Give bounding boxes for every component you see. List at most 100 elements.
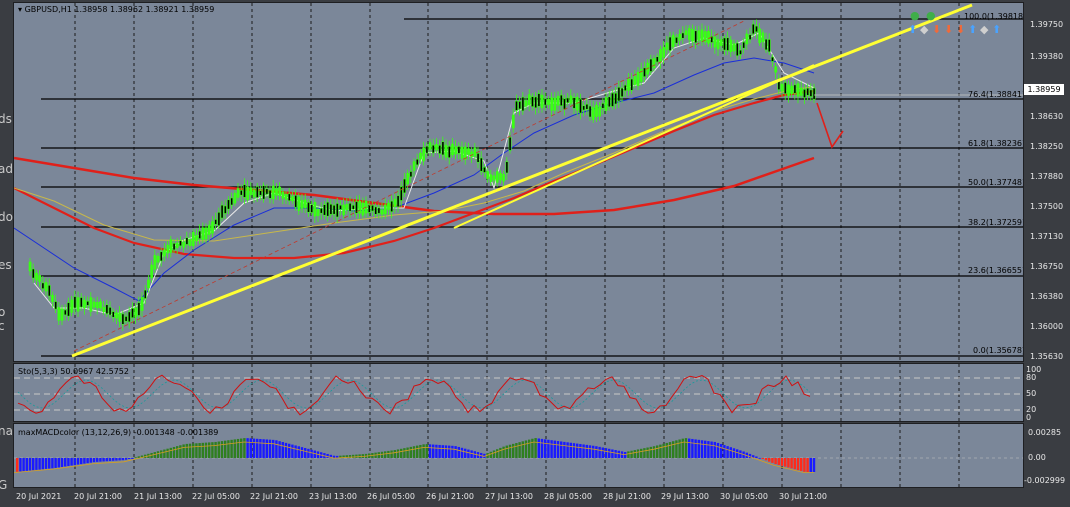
macd-bar — [649, 446, 652, 458]
macd-bar — [118, 458, 121, 461]
bear-candle — [214, 219, 218, 225]
ma-yellow-line — [14, 86, 815, 242]
macd-bar — [540, 438, 544, 458]
bear-candle — [479, 157, 483, 172]
trendline-upper — [453, 64, 815, 229]
bear-candle — [287, 193, 291, 201]
macd-bar — [441, 445, 444, 458]
bull-candle — [115, 312, 118, 319]
macd-bar — [83, 458, 86, 464]
bear-candle — [217, 212, 221, 226]
bull-candle — [451, 143, 454, 156]
bear-candle — [294, 195, 298, 208]
macd-bar — [720, 444, 723, 458]
bull-candle — [790, 85, 794, 95]
bear-candle — [105, 304, 109, 314]
macd-bar — [377, 452, 380, 458]
bear-candle — [537, 93, 541, 107]
macd-bar — [217, 441, 220, 458]
bear-candle — [751, 23, 755, 35]
price-chart-canvas[interactable] — [14, 3, 1024, 362]
bull-candle — [671, 34, 675, 48]
macd-bar — [387, 450, 390, 458]
bear-candle — [441, 141, 445, 156]
bull-candle — [102, 307, 106, 312]
macd-bar — [528, 439, 531, 458]
stochastic-pane[interactable]: Sto(5,3,3) 50.0967 42.5752 — [13, 363, 1024, 422]
macd-bar — [611, 449, 614, 458]
macd-pane[interactable]: maxMACDcolor (13,12,26,9) -0.001348 -0.0… — [13, 423, 1024, 488]
price-axis[interactable]: 1.39750 1.39380 1.38630 1.38250 1.37880 … — [1024, 0, 1070, 507]
macd-bar — [544, 439, 547, 458]
bull-candle — [175, 242, 179, 248]
macd-bar — [304, 448, 307, 458]
macd-bar — [521, 441, 524, 458]
macd-bar — [435, 444, 438, 458]
macd-bar — [342, 455, 345, 458]
macd-bar — [547, 439, 550, 458]
macd-bar — [188, 443, 192, 458]
left-strip-letter: ad — [0, 162, 13, 176]
macd-bar — [732, 448, 736, 458]
bear-candle — [739, 49, 742, 55]
macd-bar — [630, 450, 633, 458]
bear-candle — [108, 307, 112, 316]
bull-candle — [547, 98, 550, 105]
macd-bar — [358, 454, 361, 458]
bull-candle — [652, 58, 656, 69]
sto-tick: 0 — [1026, 413, 1032, 422]
bull-candle — [361, 202, 365, 216]
macd-bar — [444, 445, 448, 458]
bear-candle — [79, 297, 83, 308]
macd-bar — [108, 458, 112, 462]
macd-bar — [380, 451, 384, 458]
bear-candle — [742, 41, 746, 49]
bull-candle — [182, 241, 186, 248]
price-chart-pane[interactable]: ▾ GBPUSD,H1 1.38958 1.38962 1.38921 1.38… — [13, 2, 1024, 362]
macd-bar — [496, 449, 499, 458]
macd-bar — [297, 446, 300, 458]
bear-candle — [403, 178, 406, 194]
macd-bar — [665, 442, 668, 458]
bear-candle — [559, 94, 563, 106]
bull-candle — [627, 78, 630, 91]
macd-bar — [553, 440, 556, 458]
bear-candle — [675, 37, 678, 44]
channel-dashed-line — [73, 20, 745, 352]
macd-bar — [86, 458, 89, 464]
bull-candle — [527, 94, 531, 106]
macd-bar — [265, 439, 268, 458]
macd-bar — [262, 439, 265, 458]
bull-candle — [499, 172, 502, 181]
macd-bar — [713, 441, 716, 458]
bull-candle — [636, 71, 640, 86]
macd-canvas[interactable] — [14, 424, 1024, 488]
bear-candle — [339, 204, 342, 210]
bull-candle — [687, 28, 691, 40]
macd-bar — [105, 458, 108, 462]
bull-candle — [281, 191, 285, 199]
macd-bar — [227, 440, 230, 458]
macd-bar — [422, 444, 425, 458]
bull-candle — [236, 188, 240, 198]
bull-candle — [553, 97, 557, 111]
bear-candle — [259, 190, 262, 196]
macd-bar — [659, 444, 662, 458]
bull-candle — [486, 171, 490, 179]
price-tick: 1.37500 — [1030, 202, 1064, 211]
macd-bar — [220, 441, 224, 458]
bull-candle — [89, 297, 93, 312]
symbol-dropdown-icon[interactable]: ▾ — [18, 5, 23, 14]
bull-candle — [35, 272, 38, 281]
macd-bar — [588, 445, 592, 458]
bull-candle — [300, 200, 304, 209]
bear-candle — [777, 78, 781, 90]
macd-bar — [512, 443, 515, 458]
bear-candle — [239, 189, 243, 196]
macd-bar — [28, 458, 32, 471]
macd-bar — [99, 458, 102, 462]
stochastic-canvas[interactable] — [14, 364, 1024, 422]
macd-bar — [134, 457, 137, 459]
bear-candle — [399, 186, 403, 201]
bull-candle — [57, 307, 61, 321]
